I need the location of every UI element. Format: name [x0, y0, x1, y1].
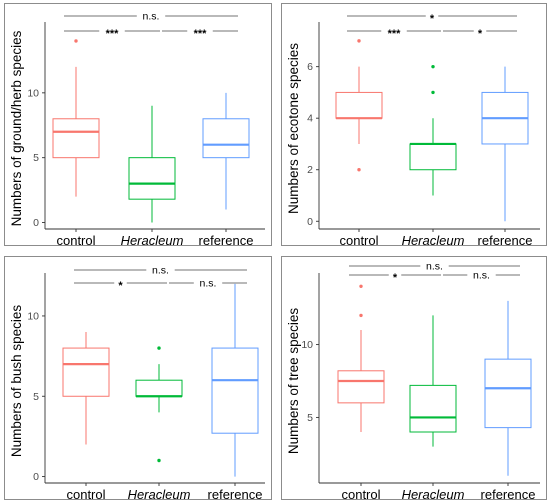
significance-label: * [478, 28, 483, 40]
chart-svg: Numbers of ground/herb species 0 5 10 contro… [9, 10, 265, 248]
significance-label-bg [114, 277, 127, 288]
y-tick-label: 5 [33, 152, 39, 164]
significance-label-bg [99, 25, 125, 36]
significance-label-bg [193, 277, 223, 288]
y-tick-label: 0 [307, 216, 313, 228]
chart-svg: Numbers of tree species 5 10 control Heracle… [286, 260, 540, 502]
significance-label: n.s. [152, 265, 169, 277]
x-tick-label: Heracleum [121, 233, 184, 248]
box-iqr [484, 358, 532, 429]
y-axis-label: Numbers of bush species [9, 305, 24, 458]
panel-tree: Numbers of tree species 5 10 control Heracle… [281, 256, 547, 502]
significance-label: *** [106, 28, 120, 40]
outlier-point [359, 313, 363, 318]
panel-ecotone: Numbers of ecotone species 0 2 4 6 control Her… [281, 3, 547, 248]
significance-label-bg [473, 25, 487, 36]
box-iqr [52, 118, 100, 159]
significance-label: * [430, 13, 435, 25]
x-tick-label: reference [199, 233, 254, 248]
significance-label-bg [425, 10, 439, 21]
chart-svg: Numbers of bush species 0 5 10 control Heracl… [9, 264, 265, 502]
y-tick-label: 4 [307, 113, 313, 125]
y-tick-label: 0 [33, 217, 39, 229]
box-iqr [128, 157, 176, 200]
outlier-point [359, 284, 363, 288]
y-axis-label: Numbers of ecotone species [286, 43, 301, 214]
box-iqr [335, 91, 383, 119]
significance-label-bg [381, 25, 407, 36]
y-tick-label: 0 [33, 471, 39, 483]
x-tick-label: Heracleum [402, 233, 465, 248]
outlier-point [157, 458, 161, 463]
panel-bush: Numbers of bush species 0 5 10 control Heracl… [4, 256, 272, 502]
x-tick-label: control [56, 233, 95, 248]
outlier-point [357, 39, 361, 43]
significance-label: *** [194, 28, 208, 40]
y-axis-label: Numbers of tree species [286, 308, 301, 455]
outlier-point [431, 90, 435, 95]
x-tick-label: control [339, 233, 378, 248]
significance-label-bg [388, 269, 402, 280]
significance-label: n.s. [473, 270, 490, 282]
significance-label-bg [136, 10, 166, 21]
significance-label: * [393, 272, 398, 284]
x-tick-label: reference [478, 233, 533, 248]
y-axis-label: Numbers of ground/herb species [9, 30, 24, 226]
box-iqr [135, 379, 183, 397]
x-tick-label: Heracleum [402, 487, 465, 502]
x-tick-label: reference [481, 487, 536, 502]
significance-label: n.s. [200, 278, 217, 290]
box-iqr [211, 347, 259, 434]
box-iqr [337, 370, 385, 404]
y-tick-label: 10 [27, 87, 39, 99]
significance-label-bg [187, 25, 213, 36]
significance-label-bg [420, 260, 449, 271]
significance-label: * [118, 280, 123, 292]
outlier-point [157, 346, 161, 350]
significance-label: n.s. [143, 11, 160, 23]
x-tick-label: control [66, 487, 105, 502]
significance-label-bg [467, 269, 496, 280]
y-tick-label: 5 [33, 391, 39, 403]
outlier-point [74, 39, 78, 43]
x-tick-label: control [341, 487, 380, 502]
x-tick-label: reference [208, 487, 263, 502]
x-tick-label: Heracleum [128, 487, 191, 502]
outlier-point [431, 64, 435, 69]
significance-label: *** [388, 28, 402, 40]
box-iqr [62, 347, 110, 397]
significance-label: n.s. [426, 261, 443, 273]
y-tick-label: 6 [307, 61, 313, 73]
box-iqr [202, 118, 250, 159]
panel-ground-herb: Numbers of ground/herb species 0 5 10 contro… [4, 3, 272, 248]
box-iqr [409, 143, 457, 171]
outlier-point [357, 168, 361, 172]
box-iqr [409, 384, 457, 433]
y-tick-label: 2 [307, 164, 313, 176]
significance-label-bg [146, 264, 175, 275]
chart-svg: Numbers of ecotone species 0 2 4 6 control Her… [286, 10, 540, 248]
y-tick-label: 5 [307, 412, 313, 424]
y-tick-label: 10 [27, 310, 39, 322]
y-tick-label: 10 [301, 339, 313, 351]
